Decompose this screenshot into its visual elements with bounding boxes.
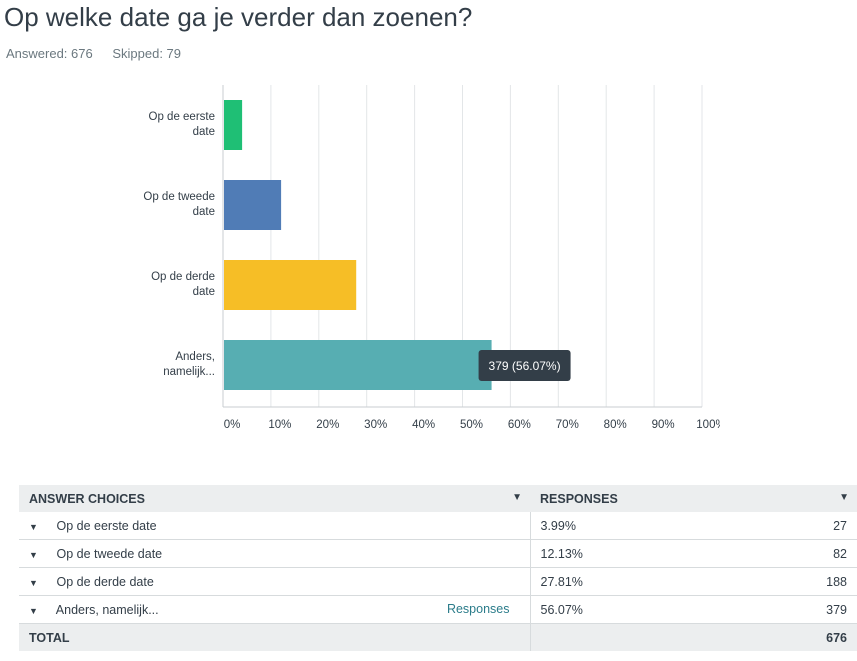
question-title: Op welke date ga je verder dan zoenen? bbox=[4, 2, 473, 32]
category-label: Op de tweede bbox=[143, 191, 215, 203]
x-tick-label: 70% bbox=[556, 419, 579, 431]
bar bbox=[224, 340, 492, 390]
caret-down-icon[interactable]: ▼ bbox=[29, 521, 38, 532]
x-tick-label: 10% bbox=[268, 419, 291, 431]
bar bbox=[224, 100, 243, 150]
responses-link[interactable]: Responses bbox=[446, 602, 510, 616]
caret-down-icon[interactable]: ▼ bbox=[29, 549, 38, 560]
x-tick-label: 60% bbox=[508, 419, 531, 431]
caret-down-icon[interactable]: ▼ bbox=[29, 577, 38, 588]
answer-choice-cell: ▼ Anders, namelijk... Responses bbox=[19, 595, 530, 624]
tooltip-text: 379 (56.07%) bbox=[489, 359, 561, 373]
answer-choices-header[interactable]: ANSWER CHOICES ▼ bbox=[19, 485, 530, 512]
total-row: TOTAL 676 bbox=[19, 623, 857, 651]
response-percent: 3.99% bbox=[529, 512, 729, 540]
skipped-count: Skipped: 79 bbox=[112, 46, 182, 61]
x-tick-label: 40% bbox=[412, 419, 435, 431]
table-row: ▼ Op de derde date 27.81% 188 bbox=[19, 567, 857, 596]
category-label: Op de derde bbox=[151, 271, 215, 283]
category-label: date bbox=[193, 126, 215, 138]
sort-down-icon[interactable]: ▼ bbox=[839, 491, 849, 503]
response-stats: Answered: 676 Skipped: 79 bbox=[6, 46, 197, 61]
x-tick-label: 50% bbox=[460, 419, 483, 431]
answer-choice-cell: ▼ Op de tweede date bbox=[19, 539, 530, 568]
x-tick-label: 0% bbox=[224, 419, 241, 431]
responses-table: ANSWER CHOICES ▼ RESPONSES ▼ ▼ Op de eer… bbox=[19, 485, 857, 651]
category-label: date bbox=[193, 206, 215, 218]
table-row: ▼ Op de tweede date 12.13% 82 bbox=[19, 539, 857, 568]
bar bbox=[224, 260, 357, 310]
category-label: date bbox=[193, 286, 215, 298]
x-tick-label: 30% bbox=[364, 419, 387, 431]
tooltip-box bbox=[478, 350, 571, 381]
bar bbox=[224, 180, 282, 230]
x-tick-label: 100% bbox=[696, 419, 720, 431]
category-label: Op de eerste bbox=[149, 111, 215, 123]
sort-down-icon[interactable]: ▼ bbox=[512, 491, 522, 503]
bar-chart: 0% 10% 20% 30% 40% 50% 60% 70% 80% 90% 100% Op de e… bbox=[143, 85, 720, 431]
answer-choice-cell: ▼ Op de eerste date bbox=[19, 512, 530, 540]
table-row: ▼ Op de eerste date 3.99% 27 bbox=[19, 512, 857, 540]
response-count: 82 bbox=[728, 539, 857, 568]
response-count: 379 bbox=[728, 595, 857, 624]
response-count: 27 bbox=[728, 512, 857, 540]
answered-count: Answered: 676 bbox=[6, 46, 93, 61]
answer-choice-cell: ▼ Op de derde date bbox=[19, 567, 530, 596]
answer-choice-label: Op de eerste date bbox=[56, 518, 157, 533]
answer-choice-label: Anders, namelijk... bbox=[55, 602, 159, 617]
table-header-row: ANSWER CHOICES ▼ RESPONSES ▼ bbox=[19, 485, 857, 512]
answer-choice-label: Op de derde date bbox=[56, 574, 154, 589]
total-label: TOTAL bbox=[19, 623, 530, 651]
x-tick-label: 20% bbox=[316, 419, 339, 431]
x-tick-label: 80% bbox=[604, 419, 627, 431]
answer-choices-header-label: ANSWER CHOICES bbox=[29, 491, 145, 506]
responses-header-label: RESPONSES bbox=[540, 491, 618, 506]
response-percent: 27.81% bbox=[529, 567, 729, 596]
table-row: ▼ Anders, namelijk... Responses 56.07% 3… bbox=[19, 595, 857, 624]
category-label: namelijk... bbox=[163, 366, 215, 378]
response-count: 188 bbox=[728, 567, 857, 596]
responses-header[interactable]: RESPONSES ▼ bbox=[530, 485, 857, 512]
total-spacer bbox=[529, 623, 729, 651]
response-percent: 12.13% bbox=[529, 539, 729, 568]
category-label: Anders, bbox=[175, 351, 215, 363]
response-percent: 56.07% bbox=[529, 595, 729, 624]
total-count: 676 bbox=[728, 623, 857, 651]
x-tick-label: 90% bbox=[652, 419, 675, 431]
caret-down-icon[interactable]: ▼ bbox=[29, 605, 38, 616]
answer-choice-label: Op de tweede date bbox=[56, 546, 163, 561]
